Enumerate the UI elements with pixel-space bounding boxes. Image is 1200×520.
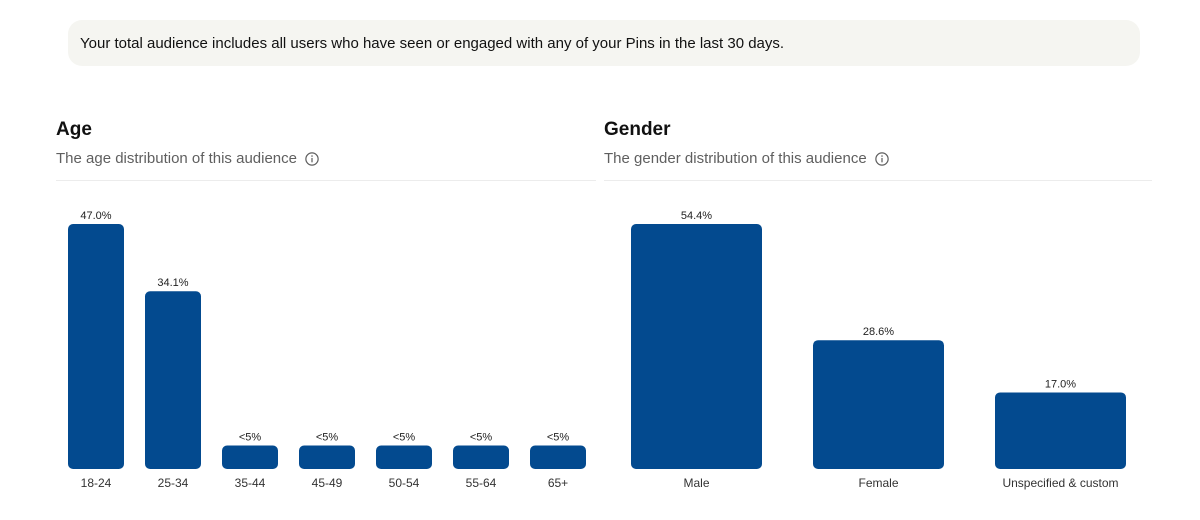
bar-50-54[interactable] [376,445,432,469]
bar-male[interactable] [631,224,762,469]
bar-value-label: <5% [316,432,339,444]
age-divider [56,180,596,181]
x-tick-label: 65+ [548,476,568,490]
gender-panel: Gender The gender distribution of this a… [604,112,1152,512]
gender-bar-chart: 54.4% Male 28.6% Female 17.0% Unspecified & c… [631,210,1126,490]
info-circle-icon[interactable] [874,151,889,166]
bar-18-24[interactable] [68,224,124,469]
age-title: Age [56,119,92,140]
bar-55-64[interactable] [453,445,509,469]
bar-value-label: <5% [239,432,262,444]
bar-value-label: <5% [393,432,416,444]
bar-65-[interactable] [530,445,586,469]
bar-female[interactable] [813,340,944,469]
bar-value-label: 47.0% [80,210,111,222]
x-tick-label: 50-54 [389,476,420,490]
x-tick-label: 45-49 [312,476,343,490]
gender-title: Gender [604,119,671,140]
x-tick-label: 35-44 [235,476,266,490]
x-tick-label: 25-34 [158,476,189,490]
bar-value-label: <5% [547,432,570,444]
bar-value-label: 34.1% [157,277,188,289]
age-panel: Age The age distribution of this audienc… [56,112,596,512]
bar-value-label: 28.6% [863,326,894,338]
bar-value-label: <5% [470,432,493,444]
bar-35-44[interactable] [222,445,278,469]
bar-value-label: 54.4% [681,210,712,222]
bar-25-34[interactable] [145,291,201,469]
x-tick-label: Unspecified & custom [1002,476,1118,490]
bar-45-49[interactable] [299,445,355,469]
info-circle-icon[interactable] [305,151,319,166]
age-bar-chart: 47.0% 18-24 34.1% 25-34 <5% 35-44 <5% 45-49 <5% 5… [68,210,586,490]
age-subtitle-row: The age distribution of this audience [56,150,319,167]
bar-unspecified-custom[interactable] [995,392,1126,469]
audience-info-banner: Your total audience includes all users w… [68,20,1140,66]
audience-info-text: Your total audience includes all users w… [80,34,785,52]
gender-subtitle-row: The gender distribution of this audience [604,150,889,167]
gender-divider [604,180,1152,181]
x-tick-label: Female [858,476,898,490]
x-tick-label: 18-24 [81,476,112,490]
x-tick-label: 55-64 [466,476,497,490]
age-subtitle: The age distribution of this audience [56,150,297,167]
bar-value-label: 17.0% [1045,378,1076,390]
x-tick-label: Male [683,476,709,490]
gender-subtitle: The gender distribution of this audience [604,150,867,167]
